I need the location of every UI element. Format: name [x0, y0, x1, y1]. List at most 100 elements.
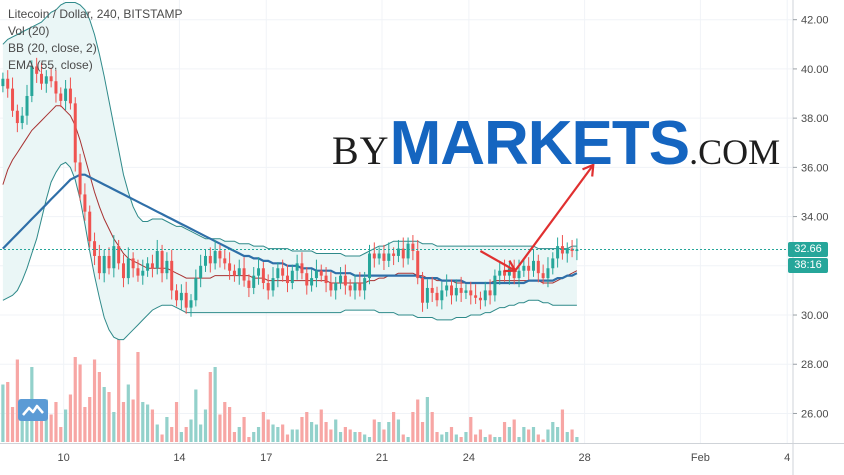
candle	[556, 237, 560, 268]
volume-bar	[1, 384, 5, 442]
candle-body	[179, 292, 183, 301]
tradingview-logo-icon[interactable]	[18, 399, 48, 421]
candle	[469, 281, 473, 305]
candle-body	[382, 253, 386, 261]
volume-bar	[170, 427, 174, 442]
candle	[68, 77, 72, 110]
bymarkets-watermark: BYMARKETS.COM	[332, 108, 780, 179]
candle-body	[348, 285, 352, 291]
candle-body	[392, 253, 396, 256]
watermark-com: .COM	[689, 132, 781, 172]
trend-arrow	[479, 163, 595, 273]
legend-volume[interactable]: Vol (20)	[8, 24, 50, 38]
legend-symbol[interactable]: Litecoin / Dollar, 240, BITSTAMP	[8, 7, 183, 21]
time-tick-label: Feb	[691, 452, 710, 464]
volume-bar	[522, 427, 526, 442]
candle	[478, 291, 482, 310]
candle-body	[454, 287, 458, 296]
volume-bar	[165, 417, 169, 442]
candle	[78, 153, 82, 201]
candle-body	[97, 255, 101, 274]
candle-body	[396, 248, 400, 256]
candle	[319, 264, 323, 282]
grid	[0, 0, 793, 443]
volume-bar	[83, 407, 87, 442]
candle-body	[11, 88, 15, 111]
bollinger-lower-line	[2, 161, 577, 341]
candle-body	[560, 246, 564, 254]
candle-body	[281, 268, 285, 276]
candle	[213, 239, 217, 270]
candle-body	[512, 268, 516, 279]
candle-body	[551, 258, 555, 269]
candle	[141, 259, 145, 285]
candle-body	[430, 287, 434, 293]
indicator-lines	[2, 105, 578, 285]
volume-bar	[478, 429, 483, 442]
volume-bar	[551, 422, 555, 442]
candle	[184, 281, 188, 314]
candle	[228, 252, 232, 280]
price-tick-label: 30.00	[801, 310, 829, 322]
candle-body	[411, 243, 415, 252]
candle	[1, 72, 5, 93]
candle-body	[310, 278, 314, 286]
candle-body	[189, 300, 193, 308]
volume-bar	[73, 357, 77, 442]
candle-body	[377, 253, 381, 259]
candle-body	[358, 283, 362, 291]
candle	[358, 271, 362, 297]
candle-body	[49, 76, 53, 82]
volume-bar	[276, 427, 280, 442]
candle-body	[78, 162, 82, 195]
candle	[266, 274, 270, 300]
volume-bar	[435, 432, 439, 442]
candle	[242, 257, 246, 287]
legend-ema[interactable]: EMA (55, close)	[8, 58, 93, 72]
last-price-tag: 32.66	[788, 242, 828, 258]
time-tick-label: 4	[784, 452, 790, 464]
volume-bar	[305, 412, 309, 442]
legend-bollinger[interactable]: BB (20, close, 2)	[8, 41, 97, 55]
candle	[126, 247, 130, 285]
volume-bar	[223, 402, 227, 442]
volume-bar	[498, 437, 502, 442]
volume-bar	[493, 437, 497, 442]
candle	[131, 252, 135, 278]
candle	[551, 252, 555, 275]
candle-body	[483, 290, 487, 301]
candle	[464, 284, 468, 300]
volume-bar	[483, 437, 487, 442]
candle-body	[339, 275, 343, 284]
candle-body	[503, 270, 507, 276]
volume-bar	[502, 422, 507, 442]
candle	[112, 235, 116, 278]
candle	[223, 249, 227, 270]
candle-body	[218, 251, 222, 259]
volume-bar	[112, 412, 116, 442]
time-tick-label: 28	[578, 452, 590, 464]
candle-body	[252, 275, 256, 288]
volume-bar	[425, 397, 429, 442]
candle	[396, 239, 400, 263]
candle-body	[565, 248, 569, 254]
candle-body	[39, 73, 43, 84]
candle	[367, 244, 371, 285]
candle-body	[522, 265, 526, 271]
candle-body	[107, 255, 111, 269]
candle-body	[155, 251, 159, 269]
price-tick-label: 36.00	[801, 162, 829, 174]
candle	[531, 249, 535, 277]
volume-bar	[252, 432, 256, 442]
candle-body	[295, 263, 299, 271]
volume-bar	[556, 427, 560, 442]
candle-body	[117, 246, 121, 264]
volume-bar	[189, 419, 193, 442]
candle-body	[334, 283, 338, 291]
volume-bar	[199, 424, 203, 442]
candle	[343, 264, 347, 295]
candle-body	[517, 270, 521, 279]
candle-body	[208, 255, 212, 264]
volume-bar	[102, 387, 106, 442]
